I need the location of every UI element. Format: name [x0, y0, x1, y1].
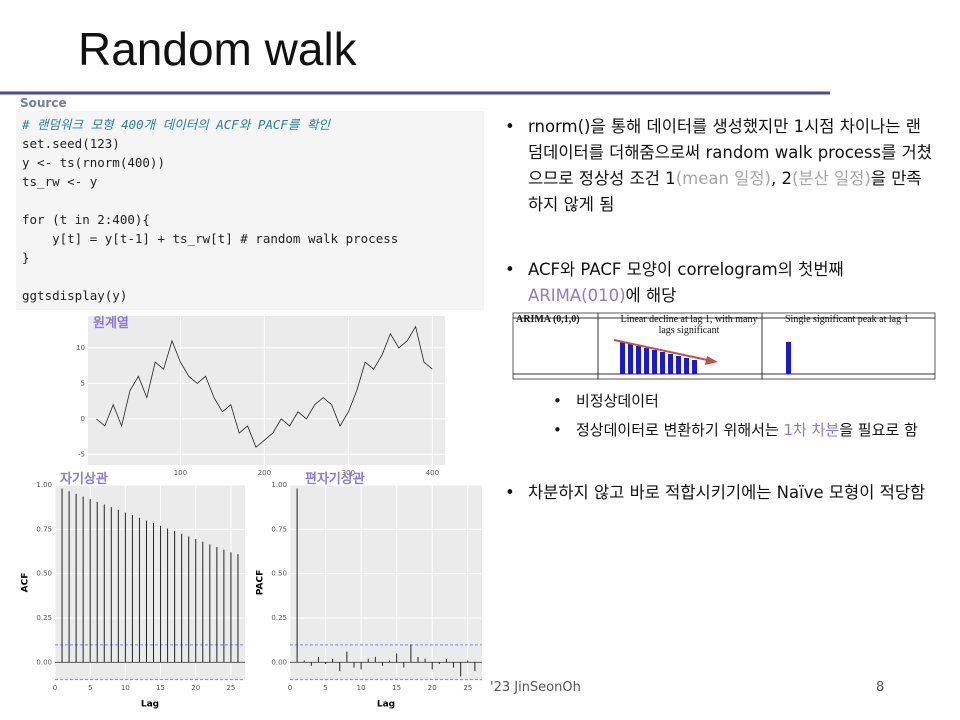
source-label: Source: [20, 96, 67, 110]
y-tick-label: 1.00: [36, 481, 52, 489]
x-axis-title: Lag: [141, 700, 159, 710]
x-tick-label: 400: [426, 469, 439, 477]
text: ARIMA(010): [528, 286, 626, 305]
y-tick-label: 0.75: [36, 525, 52, 533]
plot-panel: [55, 485, 245, 680]
x-axis-title: Lag: [377, 700, 395, 710]
table-acf-desc: Linear decline at lag 1, with many lags …: [620, 314, 758, 336]
x-tick-label: 25: [463, 684, 472, 692]
series-line: [96, 325, 433, 448]
text: rnorm()을 통해 데이터를 생성했지만 1시점 차이나는 랜덤데이터를 더…: [528, 117, 932, 188]
text: 정상데이터로 변환하기 위해서는: [576, 421, 784, 439]
y-tick-label: 0.25: [271, 614, 287, 622]
code-line: y <- ts(rnorm(400)): [22, 155, 165, 170]
text: 1차 차분: [783, 421, 840, 439]
bullet: ACF와 PACF 모양이 correlogram의 첫번째 ARIMA(010…: [505, 257, 933, 309]
text: 비정상데이터: [576, 392, 659, 410]
text: 차분하지 않고 바로 적합시키기에는 Naïve 모형이 적당함: [528, 483, 926, 502]
table-image: [512, 312, 936, 380]
x-tick-label: 10: [357, 684, 366, 692]
pacf-label: 편자기상관: [305, 472, 365, 487]
text: 에 해당: [625, 286, 677, 305]
x-tick-label: 25: [226, 684, 235, 692]
sub-bullet: 비정상데이터: [553, 390, 946, 413]
code-line: ts_rw <- y: [22, 174, 98, 189]
x-tick-label: 15: [156, 684, 165, 692]
y-tick-label: 0: [81, 415, 85, 423]
y-tick-label: 5: [81, 379, 85, 387]
y-tick-label: -5: [78, 450, 85, 458]
x-tick-label: 15: [392, 684, 401, 692]
table-pacf-desc: Single significant peak at lag 1: [785, 314, 909, 325]
x-tick-label: 10: [121, 684, 130, 692]
code-line: # 랜덤워크 모형 400개 데이터의 ACF와 PACF를 확인: [22, 117, 330, 132]
slide-title: Random walk: [78, 23, 357, 75]
y-axis-title: ACF: [21, 573, 31, 593]
text: (분산 일정): [791, 169, 871, 188]
x-tick-label: 0: [53, 684, 57, 692]
y-tick-label: 0.75: [271, 525, 287, 533]
code-group: for (t in 2:400){ y[t] = y[t-1] + ts_rw[…: [22, 210, 478, 267]
sub-bullet: 정상데이터로 변환하기 위해서는 1차 차분을 필요로 함: [553, 419, 926, 442]
acf-label: 자기상관: [60, 472, 108, 487]
code-line: set.seed(123): [22, 136, 120, 151]
x-tick-label: 5: [88, 684, 92, 692]
plot-panel: [290, 485, 482, 680]
x-tick-label: 200: [258, 469, 271, 477]
bullet: rnorm()을 통해 데이터를 생성했지만 1시점 차이나는 랜덤데이터를 더…: [505, 114, 933, 218]
y-tick-label: 0.00: [271, 658, 287, 666]
x-tick-label: 100: [174, 469, 187, 477]
text: , 2: [770, 169, 792, 188]
y-tick-label: 1.00: [271, 481, 287, 489]
code-group: # 랜덤워크 모형 400개 데이터의 ACF와 PACF를 확인 set.see…: [22, 115, 478, 191]
footer: '23 JinSeonOh: [490, 680, 581, 695]
y-tick-label: 0.50: [271, 570, 287, 578]
y-tick-label: 0.25: [36, 614, 52, 622]
code-block: # 랜덤워크 모형 400개 데이터의 ACF와 PACF를 확인 set.see…: [16, 111, 484, 310]
text: 을 만족하지 않게 됨: [528, 169, 922, 214]
plot-panel: [88, 316, 445, 465]
x-tick-label: 300: [342, 469, 355, 477]
code-line: for (t in 2:400){: [22, 212, 150, 227]
x-tick-label: 5: [323, 684, 327, 692]
text: ACF와 PACF 모양이 correlogram의 첫번째: [528, 260, 844, 279]
code-line: y[t] = y[t-1] + ts_rw[t] # random walk p…: [22, 231, 399, 246]
code-line: }: [22, 250, 30, 265]
code-group: ggtsdisplay(y): [22, 286, 478, 305]
table-row-label: ARIMA (0,1,0): [516, 314, 580, 325]
text: 을 필요로 함: [839, 421, 918, 439]
text: (mean 일정): [675, 169, 771, 188]
y-axis-title: PACF: [256, 570, 266, 596]
x-tick-label: 0: [288, 684, 292, 692]
code-line: ggtsdisplay(y): [22, 288, 128, 303]
page-number: 8: [876, 680, 885, 695]
y-tick-label: 10: [76, 344, 85, 352]
x-tick-label: 20: [428, 684, 437, 692]
bullet: 차분하지 않고 바로 적합시키기에는 Naïve 모형이 적당함: [505, 480, 933, 506]
x-tick-label: 20: [191, 684, 200, 692]
y-tick-label: 0.50: [36, 570, 52, 578]
series-label: 원계열: [93, 316, 129, 331]
y-tick-label: 0.00: [36, 658, 52, 666]
